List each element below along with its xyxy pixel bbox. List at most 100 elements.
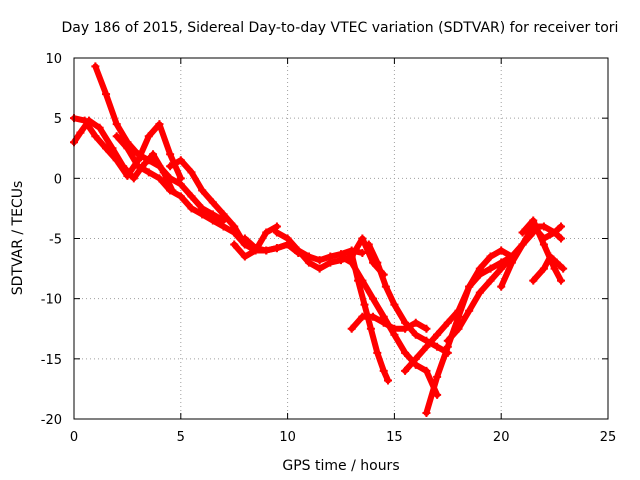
data-point	[539, 264, 548, 273]
data-point	[159, 168, 168, 177]
x-tick-label: 0	[70, 430, 78, 445]
y-tick-label: -15	[41, 353, 62, 368]
data-point	[529, 276, 538, 285]
data-point	[91, 132, 100, 141]
data-point	[401, 348, 410, 357]
data-point	[550, 228, 559, 237]
x-tick-label: 20	[493, 430, 510, 445]
data-point	[219, 210, 228, 219]
data-point	[283, 234, 292, 243]
data-point	[422, 366, 431, 375]
data-point	[381, 282, 390, 291]
data-point	[518, 240, 527, 249]
data-point	[112, 156, 121, 165]
data-point	[401, 366, 410, 375]
data-point	[123, 144, 132, 153]
data-point	[347, 324, 356, 333]
data-point	[390, 300, 399, 309]
data-point	[187, 192, 196, 201]
y-axis-label: SDTVAR / TECUs	[10, 181, 26, 296]
data-point	[401, 324, 410, 333]
data-point	[557, 276, 566, 285]
data-point	[422, 342, 431, 351]
data-point	[95, 123, 104, 132]
data-point	[354, 276, 363, 285]
data-point	[454, 312, 463, 321]
data-point	[465, 282, 474, 291]
data-point	[465, 306, 474, 315]
y-tick-label: -20	[41, 413, 62, 428]
data-point	[112, 120, 121, 129]
data-point	[251, 244, 260, 253]
data-point	[507, 258, 516, 267]
data-point	[475, 264, 484, 273]
data-point	[294, 246, 303, 255]
data-point	[208, 198, 217, 207]
data-point	[366, 324, 375, 333]
data-point	[373, 348, 382, 357]
data-point	[91, 62, 100, 71]
data-point	[411, 330, 420, 339]
data-point	[443, 318, 452, 327]
data-point	[486, 264, 495, 273]
data-point	[112, 132, 121, 141]
data-point	[390, 324, 399, 333]
data-point	[379, 366, 388, 375]
series-layer	[70, 62, 568, 417]
data-point	[166, 162, 175, 171]
data-point	[337, 252, 345, 261]
data-point	[497, 246, 506, 255]
data-point	[443, 336, 452, 345]
data-point	[219, 222, 228, 231]
data-point	[358, 312, 367, 321]
y-tick-label: -10	[41, 293, 62, 308]
data-point	[546, 252, 555, 261]
data-point	[557, 234, 566, 243]
plot-frame	[73, 57, 609, 420]
grid-layer	[74, 58, 608, 419]
data-point	[358, 248, 367, 257]
data-point	[304, 258, 313, 267]
data-point	[155, 174, 164, 183]
data-point	[315, 264, 324, 273]
x-tick-label: 15	[386, 430, 403, 445]
x-tick-label: 5	[177, 430, 185, 445]
series-arc-1	[92, 63, 227, 224]
data-point	[552, 258, 561, 267]
data-point	[379, 318, 388, 327]
data-point	[176, 192, 185, 201]
data-point	[272, 244, 281, 253]
data-point	[433, 372, 442, 381]
data-point	[80, 116, 89, 125]
data-point	[240, 252, 249, 261]
data-point	[149, 150, 158, 159]
data-point	[187, 168, 196, 177]
data-point	[422, 324, 431, 333]
data-point	[454, 324, 463, 333]
data-point	[102, 144, 111, 153]
data-point	[326, 258, 335, 267]
data-point	[550, 264, 559, 273]
x-axis-label: GPS time / hours	[282, 458, 399, 474]
data-point	[358, 234, 367, 243]
data-point	[262, 228, 271, 237]
data-point	[497, 282, 506, 291]
x-tick-label: 10	[279, 430, 296, 445]
data-point	[486, 276, 495, 285]
data-point	[315, 256, 324, 265]
data-point	[422, 408, 431, 417]
data-point	[155, 120, 164, 129]
data-point	[208, 216, 217, 225]
data-point	[383, 376, 392, 385]
y-tick-label: 10	[45, 52, 62, 67]
data-point	[497, 264, 506, 273]
y-tick-label: -5	[49, 233, 62, 248]
data-point	[102, 90, 111, 99]
data-point	[539, 222, 548, 231]
data-point	[166, 186, 175, 195]
data-point	[373, 258, 382, 267]
data-point	[433, 342, 442, 351]
data-point	[240, 234, 249, 243]
data-point	[518, 228, 527, 237]
